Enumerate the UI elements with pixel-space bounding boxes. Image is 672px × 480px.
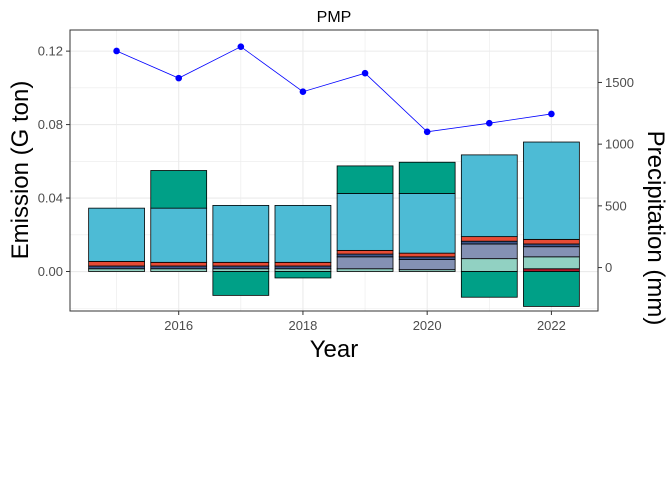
bar-segment-sky: [150, 207, 208, 263]
bar-segment-navy: [523, 243, 580, 248]
precipitation-point: [299, 88, 307, 96]
x-axis-title: Year: [310, 336, 359, 363]
panel-border: [69, 29, 599, 312]
precipitation-point: [485, 119, 493, 127]
bar-segment-teal-negative: [212, 271, 270, 296]
bar-segment-red: [336, 249, 394, 255]
x-tick-label: 2016: [164, 318, 193, 333]
bar-segment-sky: [460, 154, 518, 238]
bar-segment-mint: [150, 268, 208, 272]
precipitation-point: [237, 43, 245, 50]
bar-segment-sky: [523, 141, 580, 240]
bar-segment-mint: [523, 256, 580, 270]
bar-segment-teal: [150, 170, 208, 209]
y2-axis-title: Precipitation (mm): [642, 131, 669, 326]
bar-segment-navy: [274, 265, 332, 270]
bar-segment-sky: [336, 193, 394, 251]
y2-tick-label: 1500: [605, 75, 634, 90]
bar-segment-navy: [460, 240, 518, 245]
x-tick-label: 2020: [413, 318, 442, 333]
y2-tick-label: 1000: [605, 137, 634, 152]
bar-segment-red: [398, 252, 456, 258]
bar-segment-lavender: [523, 246, 580, 258]
bar-segment-dark_red: [523, 268, 580, 272]
chart-title: PMP: [317, 9, 352, 26]
bar-segment-sky: [212, 204, 270, 263]
bar-segment-sky: [398, 193, 456, 254]
precipitation-line: [113, 43, 555, 136]
bar-segment-red: [88, 261, 145, 267]
emission-bars: [88, 141, 580, 307]
bar-segment-navy: [336, 253, 394, 258]
precipitation-point: [423, 128, 431, 136]
bar-segment-teal-negative: [274, 271, 332, 279]
precipitation-point: [175, 74, 183, 82]
bar-segment-red: [212, 261, 270, 267]
y-tick-label: 0.04: [38, 191, 63, 206]
y-tick-label: 0.12: [38, 44, 63, 59]
bar-segment-mint: [88, 268, 145, 272]
bar-segment-mint: [212, 268, 270, 272]
bar-segment-red: [460, 236, 518, 242]
precipitation-point: [361, 69, 369, 77]
precipitation-series-line: [116, 46, 552, 133]
bar-segment-mint: [460, 258, 518, 272]
bar-segment-red: [274, 261, 332, 267]
bar-segment-red: [150, 261, 208, 267]
panel-background: [70, 30, 598, 311]
x-tick-label: 2018: [288, 318, 317, 333]
bar-segment-navy: [398, 256, 456, 260]
y-tick-label: 0.00: [38, 264, 63, 279]
bar-segment-lavender: [336, 256, 394, 270]
precipitation-point: [548, 110, 555, 118]
bar-segment-red: [523, 238, 580, 245]
precipitation-point: [113, 47, 120, 55]
y2-tick-label: 0: [605, 260, 612, 275]
bar-segment-lavender: [460, 243, 518, 260]
bar-segment-navy: [88, 265, 145, 270]
y-axis-title: Emission (G ton): [7, 81, 34, 260]
x-tick-label: 2022: [537, 318, 566, 333]
y2-tick-label: 500: [605, 198, 627, 213]
axes: 2016 2018 2020 2022 0.00 0.04 0.08 0.12 0 500 1000…: [38, 44, 634, 333]
bar-segment-teal-negative: [460, 271, 518, 298]
bar-segment-teal: [398, 161, 456, 194]
bar-segment-teal: [336, 165, 394, 194]
bar-segment-mint: [336, 268, 394, 272]
bar-segment-sky: [274, 204, 332, 263]
bar-segment-teal-negative: [523, 271, 580, 307]
bar-segment-lavender: [398, 259, 456, 271]
bar-segment-navy: [212, 265, 270, 270]
bar-segment-navy: [150, 265, 208, 270]
bar-segment-mint: [274, 268, 332, 272]
y-tick-label: 0.08: [38, 117, 63, 132]
bar-segment-sky: [88, 207, 145, 262]
